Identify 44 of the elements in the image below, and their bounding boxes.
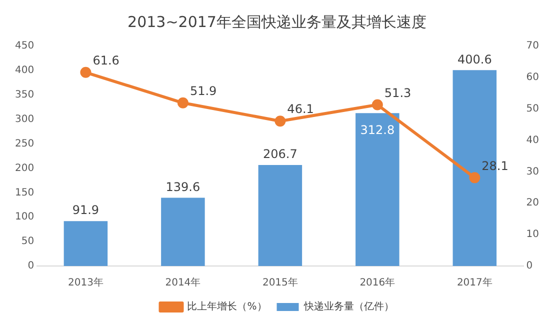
y2-tick-label: 40 bbox=[526, 134, 540, 146]
y2-tick-label: 70 bbox=[526, 40, 540, 52]
y2-tick-label: 0 bbox=[526, 260, 533, 272]
y2-tick-label: 10 bbox=[526, 229, 540, 240]
y-tick-label: 50 bbox=[21, 236, 34, 248]
data-label: 61.6 bbox=[92, 54, 120, 68]
y-tick-label: 0 bbox=[28, 260, 34, 272]
bar bbox=[356, 113, 400, 266]
x-tick-label: 2014年 bbox=[165, 276, 201, 289]
legend-label: 比上年增长（%） bbox=[187, 300, 267, 313]
x-tick-label: 2017年 bbox=[456, 276, 492, 289]
legend-label: 快递业务量（亿件） bbox=[302, 300, 394, 313]
point bbox=[274, 116, 286, 127]
y-tick-label: 450 bbox=[14, 40, 34, 52]
y2-tick-label: 60 bbox=[526, 72, 540, 84]
data-label: 51.3 bbox=[384, 86, 412, 100]
data-label: 312.8 bbox=[360, 123, 395, 138]
y-tick-label: 250 bbox=[14, 138, 34, 150]
point bbox=[372, 99, 383, 110]
y2-tick-label: 30 bbox=[526, 166, 540, 178]
data-label: 400.6 bbox=[457, 52, 492, 66]
y2-tick-label: 50 bbox=[526, 103, 540, 114]
point bbox=[177, 97, 188, 108]
data-label: 139.6 bbox=[166, 180, 200, 194]
chart-title: 2013~2017年全国快递业务量及其增长速度 bbox=[128, 12, 426, 31]
y-tick-label: 100 bbox=[14, 212, 34, 223]
y-tick-label: 400 bbox=[14, 65, 34, 76]
y-tick-label: 350 bbox=[14, 89, 34, 100]
data-label: 91.9 bbox=[72, 203, 100, 218]
bar bbox=[258, 164, 302, 266]
x-tick-label: 2013年 bbox=[68, 276, 104, 289]
y2-tick-label: 20 bbox=[526, 198, 540, 209]
data-label: 206.7 bbox=[263, 147, 298, 162]
x-tick-label: 2016年 bbox=[360, 276, 396, 289]
point bbox=[80, 66, 92, 78]
y-tick-label: 300 bbox=[14, 114, 34, 125]
y-tick-label: 150 bbox=[14, 187, 34, 198]
data-label: 46.1 bbox=[287, 102, 314, 116]
y-tick-label: 200 bbox=[14, 162, 34, 174]
x-tick-label: 2015年 bbox=[262, 276, 298, 289]
bar bbox=[161, 198, 205, 266]
point bbox=[469, 172, 480, 184]
data-label: 51.9 bbox=[190, 84, 217, 98]
bar bbox=[64, 221, 108, 266]
